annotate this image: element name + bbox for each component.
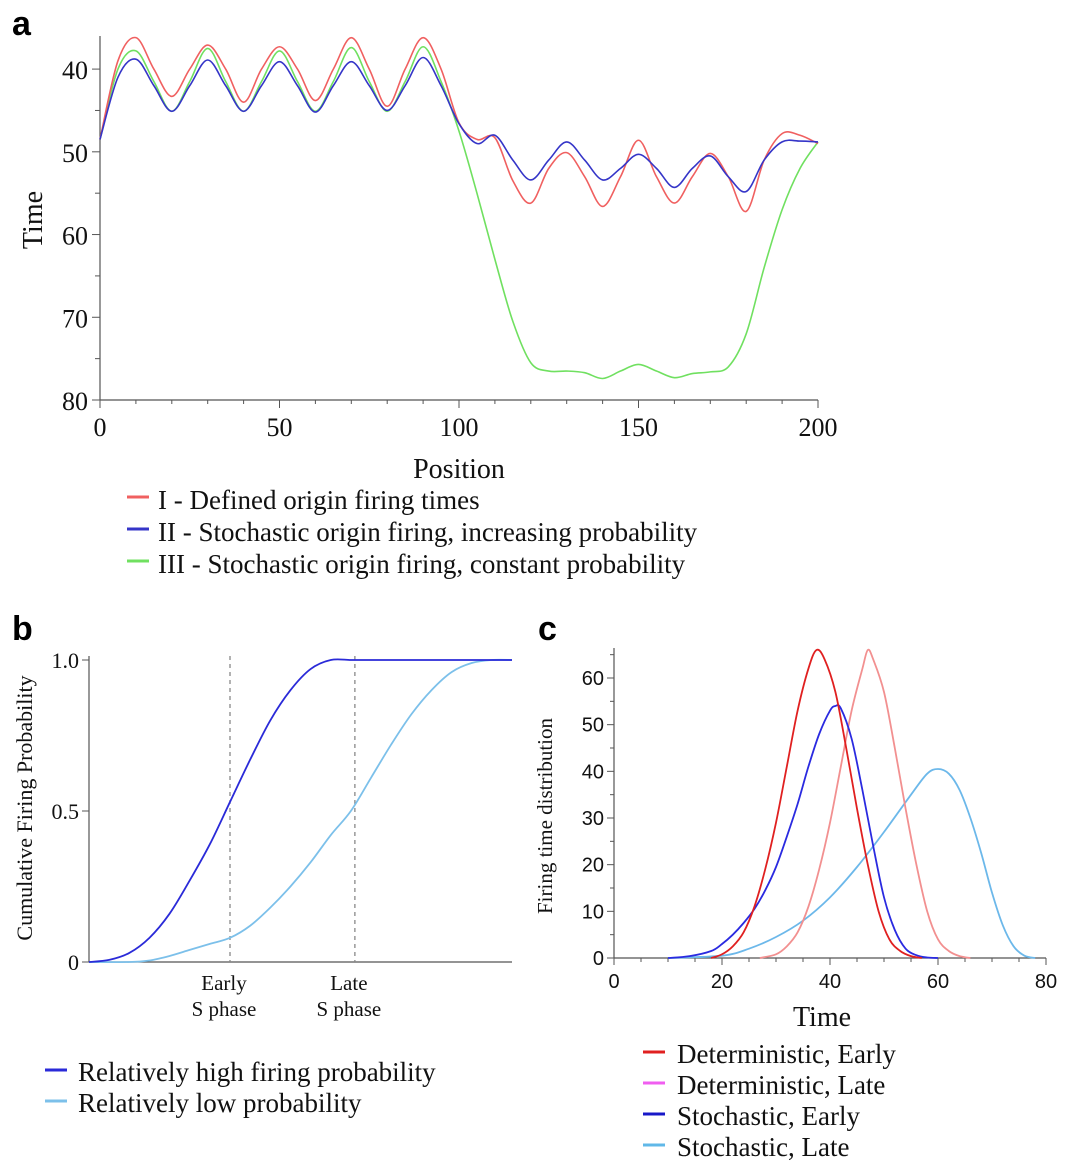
panel-c-x-tick-label: 20 bbox=[711, 971, 733, 993]
panel-label-a: a bbox=[12, 5, 32, 43]
panel-b-y-tick-label: 0.5 bbox=[52, 799, 80, 824]
panel-b-y-tick-label: 1.0 bbox=[52, 648, 80, 673]
panel-c-x-axis-label: Time bbox=[793, 1002, 851, 1033]
panel-a-x-tick-label: 50 bbox=[267, 413, 293, 442]
panel-a-series-line-2 bbox=[99, 56, 819, 193]
panel-c-y-tick-label: 60 bbox=[582, 668, 604, 690]
panel-b-series-line-1 bbox=[88, 658, 512, 963]
panel-b-marker-sublabel-2: S phase bbox=[317, 997, 382, 1021]
panel-c-x-tick-label: 40 bbox=[819, 971, 841, 993]
panel-c-legend-label-1: Deterministic, Early bbox=[677, 1039, 896, 1069]
panel-c-y-tick-label: 0 bbox=[593, 948, 604, 970]
panel-a-x-tick-label: 100 bbox=[440, 413, 479, 442]
panel-a-y-tick-label: 50 bbox=[62, 139, 88, 168]
panel-c-legend-label-4: Stochastic, Late bbox=[677, 1132, 849, 1162]
panel-label-c: c bbox=[538, 610, 557, 648]
panel-b-series-line-2 bbox=[88, 658, 513, 964]
panel-b-marker-label-2: Late bbox=[330, 971, 367, 995]
panel-a-x-tick-label: 200 bbox=[799, 413, 838, 442]
panel-c-series-line-2 bbox=[759, 648, 971, 959]
panel-a-legend-label-1: I - Defined origin firing times bbox=[158, 485, 480, 515]
panel-a-y-tick-label: 60 bbox=[62, 222, 88, 251]
panel-label-b: b bbox=[12, 610, 33, 648]
panel-b-marker-label-1: Early bbox=[201, 971, 247, 995]
panel-c-series-line-1 bbox=[710, 648, 922, 959]
panel-a-y-axis-label: Time bbox=[18, 191, 49, 249]
panel-b-chart: 0 0.5 1.0 Cumulative Firing Probability Earl… bbox=[12, 648, 513, 1118]
panel-c-chart: 0 10 20 30 40 50 60 0 20 40 60 80 Time Firing time di… bbox=[533, 648, 1057, 1162]
panel-c-legend-label-3: Stochastic, Early bbox=[677, 1101, 860, 1131]
panel-c-series-line-3 bbox=[667, 704, 939, 959]
panel-a-legend-label-2: II - Stochastic origin firing, increasin… bbox=[158, 517, 698, 547]
panel-c-y-tick-label: 40 bbox=[582, 761, 604, 783]
panel-c-x-tick-label: 60 bbox=[927, 971, 949, 993]
panel-a-x-tick-label: 0 bbox=[94, 413, 107, 442]
panel-a-legend-label-3: III - Stochastic origin firing, constant… bbox=[158, 549, 686, 579]
panel-b-y-axis-label: Cumulative Firing Probability bbox=[12, 675, 37, 940]
panel-c-x-tick-label: 80 bbox=[1035, 971, 1057, 993]
panel-b-y-tick-label: 0 bbox=[68, 950, 79, 975]
panel-a-y-tick-label: 70 bbox=[62, 304, 88, 333]
panel-c-y-axis-label: Firing time distribution bbox=[533, 718, 557, 915]
panel-c-y-tick-label: 50 bbox=[582, 715, 604, 737]
panel-c-legend-label-2: Deterministic, Late bbox=[677, 1070, 885, 1100]
panel-a-x-tick-label: 150 bbox=[619, 413, 658, 442]
panel-a-series-line-3 bbox=[99, 45, 819, 380]
panel-c-x-tick-label: 0 bbox=[608, 971, 619, 993]
panel-c-y-tick-label: 30 bbox=[582, 808, 604, 830]
panel-a-y-tick-label: 40 bbox=[62, 56, 88, 85]
panel-c-series-line-4 bbox=[667, 768, 1036, 959]
panel-b-marker-sublabel-1: S phase bbox=[192, 997, 257, 1021]
panel-b-legend-label-2: Relatively low probability bbox=[78, 1088, 362, 1118]
panel-c-y-tick-label: 20 bbox=[582, 855, 604, 877]
panel-a-y-tick-label: 80 bbox=[62, 387, 88, 416]
panel-a-x-axis-label: Position bbox=[413, 454, 505, 485]
panel-a-chart: 40 50 60 70 800 50 100 150 200 Position Time I - De… bbox=[18, 36, 838, 579]
panel-b-legend-label-1: Relatively high firing probability bbox=[78, 1057, 436, 1087]
panel-c-y-tick-label: 10 bbox=[582, 901, 604, 923]
